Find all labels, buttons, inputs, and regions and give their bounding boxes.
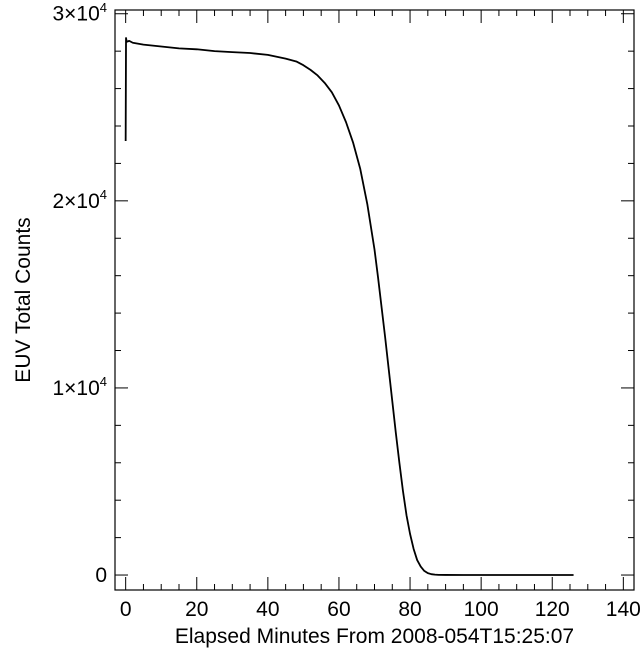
series-line xyxy=(124,37,574,576)
y-axis-ticks: 0 1×104 2×104 3×104 xyxy=(52,0,634,587)
x-axis-label: Elapsed Minutes From 2008-054T15:25:07 xyxy=(175,625,574,648)
y-axis-label: EUV Total Counts xyxy=(12,217,35,382)
x-tick-label: 40 xyxy=(256,598,279,621)
x-tick-label: 100 xyxy=(464,598,499,621)
y-tick-label: 0 xyxy=(95,564,107,587)
x-tick-label: 120 xyxy=(535,598,570,621)
x-tick-label: 0 xyxy=(120,598,132,621)
x-tick-label: 140 xyxy=(606,598,641,621)
x-axis-ticks: 0 20 40 60 80 100 120 140 xyxy=(120,10,641,621)
plot-frame xyxy=(114,9,635,591)
y-tick-label: 1×104 xyxy=(52,374,107,400)
y-tick-label: 2×104 xyxy=(52,187,107,213)
x-tick-label: 80 xyxy=(398,598,421,621)
y-tick-label: 3×104 xyxy=(52,0,107,26)
series-layer xyxy=(124,37,574,576)
x-tick-label: 60 xyxy=(327,598,350,621)
x-tick-label: 20 xyxy=(185,598,208,621)
